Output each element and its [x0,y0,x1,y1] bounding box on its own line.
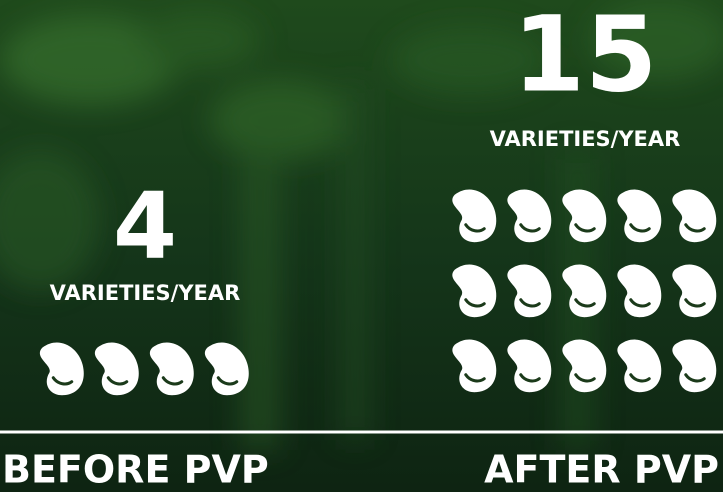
unit-label: VARIETIES/YEAR [490,127,681,151]
unit-label: VARIETIES/YEAR [50,281,241,305]
category-label: AFTER PVP [484,448,719,492]
value-label: 15 [513,0,658,115]
value-label: 4 [113,172,177,279]
category-label: BEFORE PVP [2,448,269,492]
infographic: 4VARIETIES/YEARBEFORE PVP15VARIETIES/YEA… [0,0,723,492]
